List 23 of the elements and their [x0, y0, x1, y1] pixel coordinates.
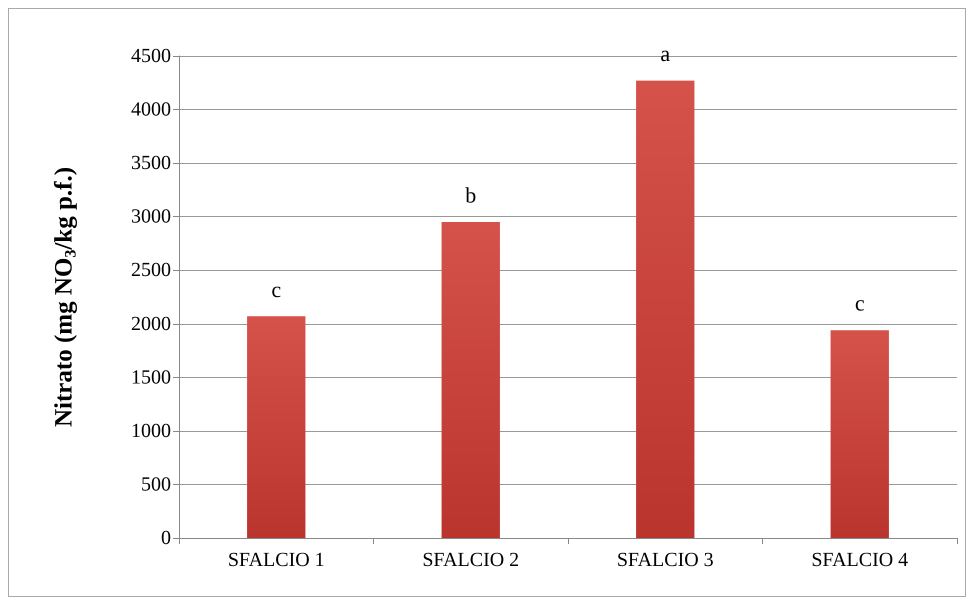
bar	[442, 222, 500, 538]
y-axis-title: Nitrato (mg NO3/kg p.f.)	[50, 166, 80, 428]
y-tick-label: 2000	[131, 312, 171, 335]
y-tick-label: 3000	[131, 206, 171, 228]
y-tick-label: 2500	[131, 259, 171, 282]
y-tick-label: 4000	[131, 98, 171, 121]
bar	[830, 330, 889, 538]
x-tick-label: SFALCIO 2	[422, 549, 520, 571]
y-tick-label: 0	[161, 527, 171, 549]
x-tick-label: SFALCIO 3	[616, 549, 714, 571]
bar	[636, 80, 694, 538]
x-tick-label: SFALCIO 4	[811, 549, 908, 571]
y-tick-label: 4500	[131, 45, 171, 67]
y-tick-label: 1500	[131, 366, 171, 388]
y-tick-label: 1000	[131, 420, 171, 442]
bar	[247, 316, 306, 538]
annotation: a	[660, 41, 670, 66]
annotation: b	[465, 182, 476, 208]
annotation: c	[854, 290, 865, 316]
y-tick-label: 3500	[131, 152, 171, 174]
y-tick-label: 500	[141, 473, 171, 496]
annotation: c	[271, 276, 282, 302]
x-tick-label: SFALCIO 1	[228, 549, 325, 571]
